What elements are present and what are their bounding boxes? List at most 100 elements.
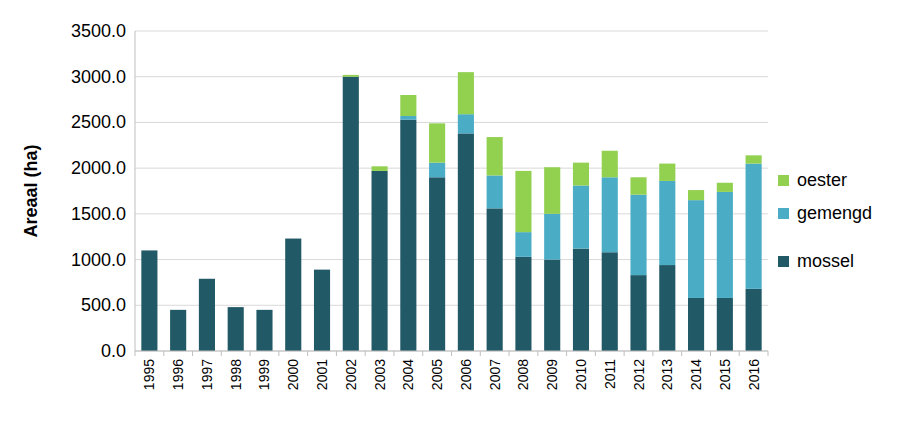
bar-segment — [141, 250, 157, 251]
x-tick-label: 2015 — [717, 359, 733, 390]
bar-segment — [228, 307, 244, 351]
bar-segment — [746, 155, 762, 163]
y-tick-label: 500.0 — [81, 295, 126, 315]
bar-segment — [717, 183, 733, 192]
y-tick-label: 3500.0 — [71, 21, 126, 41]
bar-segment — [630, 177, 646, 194]
legend-label: gemengd — [797, 203, 872, 223]
bar-segment — [717, 298, 733, 351]
bar-segment — [285, 238, 301, 239]
x-tick-label: 2006 — [458, 359, 474, 390]
bar-segment — [199, 278, 215, 279]
bar-segment — [314, 269, 330, 270]
bar-segment — [659, 164, 675, 181]
grid-line — [135, 122, 768, 123]
bar-segment — [487, 175, 503, 208]
bar-segment — [199, 278, 215, 279]
x-tick-label: 2011 — [602, 359, 618, 389]
bar-segment — [343, 77, 359, 351]
bar-segment — [400, 120, 416, 351]
bar-segment — [688, 190, 704, 200]
bar-segment — [659, 265, 675, 351]
bar-segment — [602, 252, 618, 351]
bar-segment — [429, 177, 445, 351]
y-tick-label: 1000.0 — [71, 250, 126, 270]
x-tick-label: 2009 — [544, 359, 560, 390]
bar-segment — [573, 163, 589, 186]
x-tick — [192, 351, 193, 356]
bar-segment — [458, 114, 474, 133]
bar-segment — [659, 181, 675, 265]
x-tick — [393, 351, 394, 356]
bar-segment — [544, 214, 560, 260]
x-tick — [710, 351, 711, 356]
bar-segment — [515, 171, 531, 232]
x-tick-label: 2000 — [285, 359, 301, 390]
x-tick — [365, 351, 366, 356]
bar-segment — [400, 95, 416, 116]
legend-swatch — [778, 208, 789, 219]
bar-segment — [343, 75, 359, 77]
x-tick — [422, 351, 423, 356]
bar-segment — [515, 257, 531, 351]
chart-container: 0.0 500.0 1000.0 1500.0 2000.0 2500.0 3000.0 35… — [0, 0, 899, 435]
bar-segment — [170, 309, 186, 310]
y-tick-label: 1500.0 — [71, 204, 126, 224]
x-tick — [624, 351, 625, 356]
y-tick-label: 2000.0 — [71, 158, 126, 178]
y-tick-label: 0.0 — [101, 341, 126, 361]
bar-segment — [688, 200, 704, 298]
bar-segment — [429, 163, 445, 178]
bar-segment — [688, 298, 704, 351]
x-tick — [739, 351, 740, 356]
bar-segment — [746, 164, 762, 289]
x-tick-label: 2016 — [746, 359, 762, 390]
x-tick-label: 1999 — [256, 359, 272, 390]
y-tick-label: 3000.0 — [71, 67, 126, 87]
legend-swatch — [778, 175, 789, 186]
bar-segment — [314, 270, 330, 351]
bar-segment — [573, 186, 589, 249]
bar-segment — [429, 123, 445, 162]
x-tick-label: 2002 — [343, 359, 359, 390]
bar-segment — [372, 171, 388, 351]
bar-segment — [170, 309, 186, 310]
x-tick-label: 1998 — [228, 359, 244, 390]
grid-line — [135, 31, 768, 32]
bar-segment — [141, 250, 157, 251]
bar-segment — [515, 232, 531, 257]
bar-segment — [544, 260, 560, 351]
bar-segment — [170, 310, 186, 351]
bar-segment — [458, 133, 474, 351]
bar-segment — [717, 192, 733, 298]
x-tick-label: 2001 — [314, 359, 330, 390]
bar-segment — [746, 289, 762, 351]
x-tick — [681, 351, 682, 356]
x-tick — [163, 351, 164, 356]
x-tick-label: 1996 — [170, 359, 186, 390]
bar-segment — [602, 151, 618, 178]
x-tick-label: 2010 — [573, 359, 589, 390]
bars — [141, 72, 761, 351]
x-tick-label: 2007 — [487, 359, 503, 390]
x-tick — [250, 351, 251, 356]
x-tick-label: 1997 — [199, 359, 215, 390]
x-tick-label: 2003 — [372, 359, 388, 390]
x-tick — [221, 351, 222, 356]
x-tick — [768, 351, 769, 356]
bar-segment — [458, 72, 474, 114]
bar-segment — [602, 177, 618, 252]
x-tick-label: 2013 — [659, 359, 675, 390]
x-tick-label: 2014 — [688, 359, 704, 390]
legend-label: oester — [797, 170, 847, 190]
x-tick — [566, 351, 567, 356]
y-tick-label: 2500.0 — [71, 112, 126, 132]
x-tick — [135, 351, 136, 356]
x-tick — [652, 351, 653, 356]
grid-line — [135, 76, 768, 77]
chart-svg: 0.0 500.0 1000.0 1500.0 2000.0 2500.0 3000.0 35… — [0, 0, 899, 435]
x-tick-label: 2005 — [429, 359, 445, 390]
x-tick — [307, 351, 308, 356]
legend-label: mossel — [797, 251, 854, 271]
bar-segment — [314, 269, 330, 270]
